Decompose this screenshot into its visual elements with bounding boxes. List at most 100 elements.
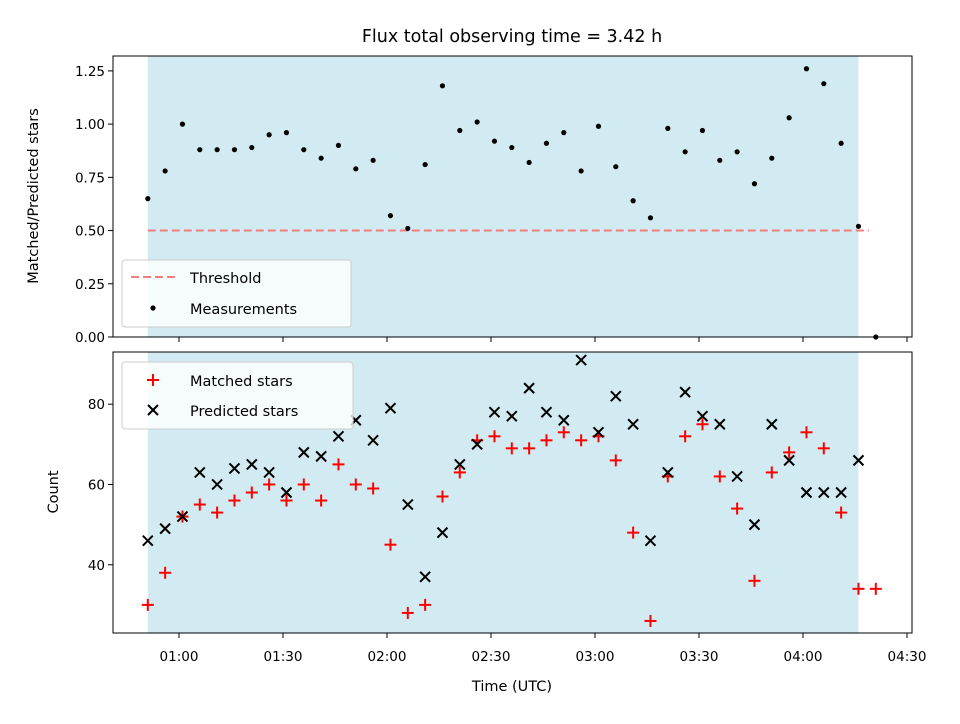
measurement-point <box>543 140 550 146</box>
matched-star-point <box>609 454 622 467</box>
matched-star-point <box>835 506 848 519</box>
predicted-star-point <box>211 478 223 491</box>
predicted-star-point <box>748 518 761 531</box>
measurement-point <box>630 198 636 204</box>
matched-star-point <box>419 598 432 611</box>
predicted-star-point <box>523 382 535 394</box>
bottom-axes-frame <box>112 351 913 634</box>
measurement-point <box>682 149 688 155</box>
predicted-star-point <box>298 446 310 459</box>
x-tick-label: 01:00 <box>160 649 199 665</box>
predicted-star-point <box>488 406 501 418</box>
measurement-point <box>179 121 186 127</box>
matched-star-point <box>401 606 414 619</box>
predicted-star-point <box>246 458 258 471</box>
bottom-y-axis-label: Count <box>46 470 62 513</box>
predicted-star-point <box>592 426 605 438</box>
matched-star-point <box>540 434 553 447</box>
top-y-tick-label: 0.75 <box>75 170 105 186</box>
measurement-point <box>491 138 498 144</box>
matched-star-point <box>228 494 241 507</box>
measurement-point <box>717 157 723 163</box>
predicted-star-point <box>766 418 778 430</box>
matched-star-point <box>765 466 778 479</box>
measurement-point <box>803 66 810 72</box>
measurement-point <box>283 130 290 136</box>
bottom-legend-box <box>121 361 354 430</box>
predicted-legend-label: Predicted stars <box>190 404 298 420</box>
predicted-star-point <box>402 498 414 511</box>
matched-star-point <box>731 502 744 515</box>
matched-star-point <box>679 430 692 443</box>
matched-star-point <box>557 426 570 439</box>
predicted-star-point <box>228 462 241 475</box>
predicted-star-point <box>436 526 449 539</box>
predicted-star-point <box>332 430 345 443</box>
matched-star-point <box>575 434 588 447</box>
predicted-star-point <box>471 438 483 451</box>
x-tick-label: 04:00 <box>784 649 823 665</box>
matched-star-point <box>748 574 761 587</box>
predicted-star-point <box>644 534 657 547</box>
measurement-point <box>422 161 428 168</box>
matched-star-point <box>211 506 224 519</box>
top-y-axis-label: Matched/Predicted stars <box>26 108 42 284</box>
x-tick-label: 01:30 <box>264 649 303 665</box>
predicted-star-point <box>575 354 587 366</box>
matched-legend-label: Matched stars <box>190 374 293 390</box>
x-tick-label: 04:30 <box>888 649 927 665</box>
x-tick-label: 02:00 <box>368 649 407 665</box>
measurement-point <box>439 83 446 89</box>
matched-star-point <box>280 494 293 507</box>
matched-star-point <box>488 430 501 443</box>
measurement-point <box>578 168 584 174</box>
predicted-star-point <box>679 386 691 398</box>
predicted-star-point <box>280 486 293 499</box>
matched-star-point <box>332 458 345 471</box>
matched-star-point <box>644 614 657 627</box>
matched-star-point <box>453 466 466 479</box>
predicted-star-point <box>558 414 570 426</box>
bottom-legend: Matched stars Predicted stars <box>121 361 354 430</box>
measurement-point <box>370 157 376 163</box>
measurement-point <box>353 166 359 172</box>
predicted-star-point <box>818 486 830 499</box>
top-axes-frame <box>112 55 913 338</box>
matched-star-point <box>713 470 726 483</box>
measurement-point <box>231 147 238 153</box>
predicted-star-point <box>263 466 275 479</box>
measurement-point <box>457 127 463 134</box>
predicted-star-point <box>610 390 622 402</box>
matched-star-point <box>141 598 154 611</box>
top-y-tick-label: 0.00 <box>75 330 105 346</box>
predicted-star-point <box>454 458 466 471</box>
measurement-point <box>699 127 706 134</box>
matched-star-point <box>696 418 709 431</box>
predicted-star-point <box>714 418 726 430</box>
predicted-star-point <box>800 486 813 499</box>
predicted-star-point <box>176 510 189 523</box>
measurement-point <box>509 144 515 151</box>
matched-star-point <box>349 478 362 491</box>
measurement-point <box>318 155 324 161</box>
matched-star-point <box>384 538 397 551</box>
predicted-star-point <box>194 466 206 479</box>
x-tick-label: 03:30 <box>680 649 719 665</box>
measurement-point <box>838 140 844 146</box>
predicted-star-point <box>696 410 709 422</box>
measurement-point <box>162 168 168 174</box>
measurement-point <box>387 213 394 219</box>
top-y-tick-label: 1.25 <box>75 64 105 80</box>
measurements-legend-marker <box>150 305 156 311</box>
predicted-star-point <box>159 522 171 535</box>
bottom-y-tick-label: 80 <box>88 397 105 413</box>
matched-star-point <box>852 582 865 595</box>
bottom-panel: 40 60 80 01:00 01:30 02:00 02:30 03:00 03:30 04:… <box>46 351 927 695</box>
measurements-legend-label: Measurements <box>190 302 297 318</box>
predicted-star-point <box>731 470 743 483</box>
matched-star-point <box>817 442 830 455</box>
measurement-point <box>214 147 220 153</box>
measurement-point <box>197 147 203 153</box>
measurement-point <box>821 81 827 87</box>
chart-title: Flux total observing time = 3.42 h <box>362 27 662 47</box>
